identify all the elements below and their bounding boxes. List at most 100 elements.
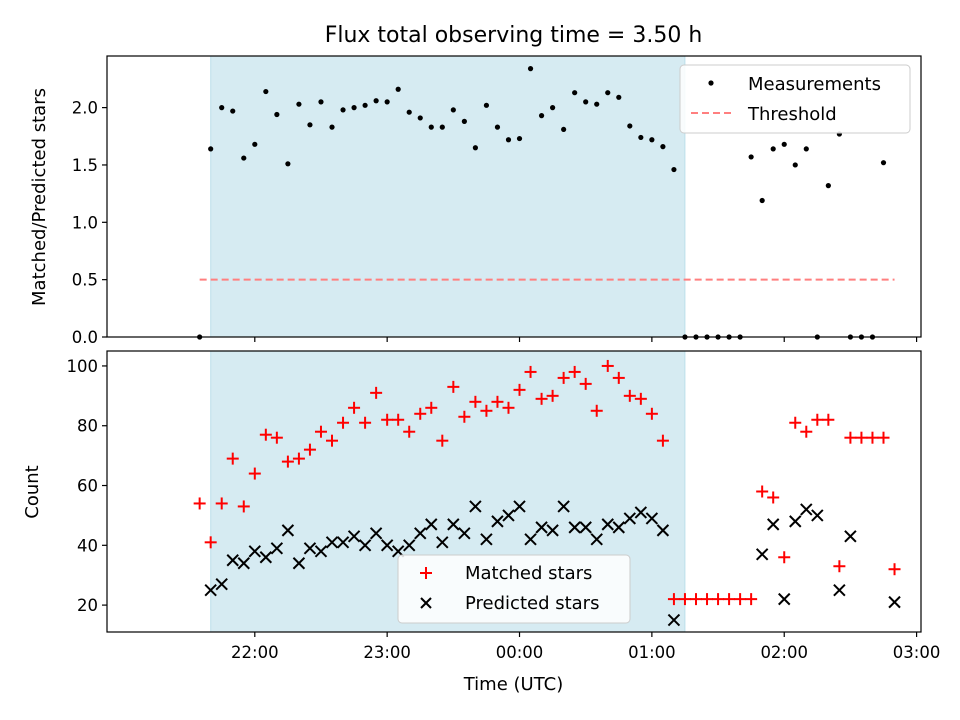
measurement-point bbox=[483, 102, 490, 108]
measurement-point bbox=[274, 111, 280, 118]
y-tick-label: 40 bbox=[77, 536, 98, 555]
predicted-star-point bbox=[237, 557, 250, 570]
y-tick-label: 100 bbox=[67, 357, 99, 376]
predicted-star-point bbox=[634, 506, 648, 519]
matched-star-point bbox=[215, 497, 228, 510]
matched-star-point bbox=[303, 443, 316, 456]
top-legend-box bbox=[679, 64, 911, 134]
matched-star-point bbox=[866, 431, 879, 444]
measurement-point bbox=[561, 126, 567, 133]
measurement-point bbox=[472, 145, 478, 151]
predicted-star-point bbox=[502, 509, 515, 522]
predicted-star-point bbox=[458, 527, 471, 540]
measurement-point bbox=[649, 137, 655, 143]
measurement-point bbox=[748, 154, 754, 160]
matched-star-point bbox=[281, 455, 294, 468]
bottom-panel: 22:00 23:00 00:00 01:00 02:00 03:00 20 40 60 80 1… bbox=[22, 350, 941, 662]
matched-star-point bbox=[745, 593, 758, 606]
predicted-star-point bbox=[755, 548, 769, 561]
matched-star-point bbox=[601, 359, 614, 372]
matched-star-point bbox=[403, 425, 416, 438]
matched-star-point bbox=[204, 536, 217, 549]
matched-star-point bbox=[392, 413, 405, 426]
matched-star-point bbox=[789, 416, 802, 429]
measurement-point bbox=[538, 113, 545, 119]
matched-star-point bbox=[800, 425, 813, 438]
matched-star-point bbox=[502, 401, 515, 414]
top-panel: 0.00.51.01.52.0 Matched/Predicted stars … bbox=[29, 55, 922, 347]
predicted-star-point bbox=[778, 592, 791, 606]
legend-measurements-label: Measurements bbox=[748, 74, 881, 95]
matched-star-point bbox=[568, 365, 581, 378]
y-tick-label: 60 bbox=[77, 477, 98, 496]
matched-star-point bbox=[612, 371, 625, 384]
matched-star-point bbox=[734, 593, 747, 606]
legend-matched-marker bbox=[420, 567, 432, 579]
matched-star-point bbox=[833, 560, 846, 573]
predicted-star-point bbox=[601, 518, 614, 531]
predicted-star-point bbox=[667, 613, 681, 627]
matched-star-point bbox=[337, 416, 350, 429]
matched-star-point bbox=[844, 431, 857, 444]
measurement-point bbox=[627, 123, 633, 129]
matched-star-point bbox=[855, 431, 868, 444]
predicted-star-point bbox=[303, 542, 317, 555]
matched-star-point bbox=[425, 401, 438, 414]
measurement-point bbox=[792, 162, 798, 168]
measurement-point bbox=[428, 124, 434, 130]
y-tick-label: 2.0 bbox=[72, 99, 98, 118]
measurement-point bbox=[759, 197, 765, 204]
predicted-star-point bbox=[281, 524, 295, 537]
measurement-point bbox=[384, 99, 390, 105]
matched-star-point bbox=[535, 392, 548, 405]
matched-star-point bbox=[447, 380, 460, 393]
measurement-point bbox=[461, 118, 467, 124]
x-tick-label: 00:00 bbox=[496, 643, 544, 662]
measurement-point bbox=[296, 101, 302, 107]
predicted-star-point bbox=[226, 554, 239, 567]
x-tick-label: 03:00 bbox=[893, 643, 941, 662]
matched-star-point bbox=[193, 497, 206, 510]
predicted-star-point bbox=[369, 527, 383, 540]
predicted-star-point bbox=[347, 530, 361, 543]
predicted-star-point bbox=[403, 539, 416, 552]
matched-star-point bbox=[458, 410, 471, 423]
legend-threshold-label: Threshold bbox=[747, 104, 837, 125]
measurement-point bbox=[671, 166, 677, 173]
matched-star-point bbox=[491, 395, 504, 408]
bottom-legend-box bbox=[397, 554, 631, 624]
bottom-legend: Matched stars Predicted stars bbox=[397, 554, 631, 624]
legend-measurements-marker bbox=[708, 80, 714, 86]
matched-star-point bbox=[811, 413, 824, 426]
matched-star-point bbox=[723, 593, 736, 606]
x-tick-label: 02:00 bbox=[760, 643, 808, 662]
bottom-panel-frame bbox=[106, 350, 922, 633]
measurement-point bbox=[406, 109, 412, 115]
predicted-star-point bbox=[568, 521, 581, 534]
predicted-star-point bbox=[557, 500, 570, 513]
predicted-star-point bbox=[314, 545, 328, 558]
x-tick-label: 01:00 bbox=[628, 643, 676, 662]
measurement-point bbox=[616, 94, 622, 100]
measurement-point bbox=[638, 134, 644, 141]
predicted-star-point bbox=[535, 521, 548, 534]
matched-star-point bbox=[314, 425, 327, 438]
matched-star-point bbox=[656, 434, 669, 447]
matched-star-point bbox=[226, 452, 239, 465]
top-legend: Measurements Threshold bbox=[679, 64, 911, 134]
matched-star-point bbox=[623, 389, 636, 402]
measurement-point bbox=[605, 90, 611, 96]
matched-star-point bbox=[546, 389, 559, 402]
predicted-star-point bbox=[645, 512, 659, 525]
matched-star-point bbox=[590, 404, 603, 417]
predicted-star-point bbox=[358, 539, 372, 552]
chart-title: Flux total observing time = 3.50 h bbox=[325, 23, 703, 48]
matched-star-point bbox=[436, 434, 449, 447]
matched-star-point bbox=[557, 371, 570, 384]
predicted-star-point bbox=[491, 515, 504, 528]
measurement-point bbox=[285, 161, 291, 167]
matched-star-point bbox=[701, 593, 714, 606]
y-tick-label: 1.0 bbox=[72, 213, 98, 232]
measurement-point bbox=[825, 183, 831, 189]
predicted-star-point bbox=[215, 577, 228, 591]
